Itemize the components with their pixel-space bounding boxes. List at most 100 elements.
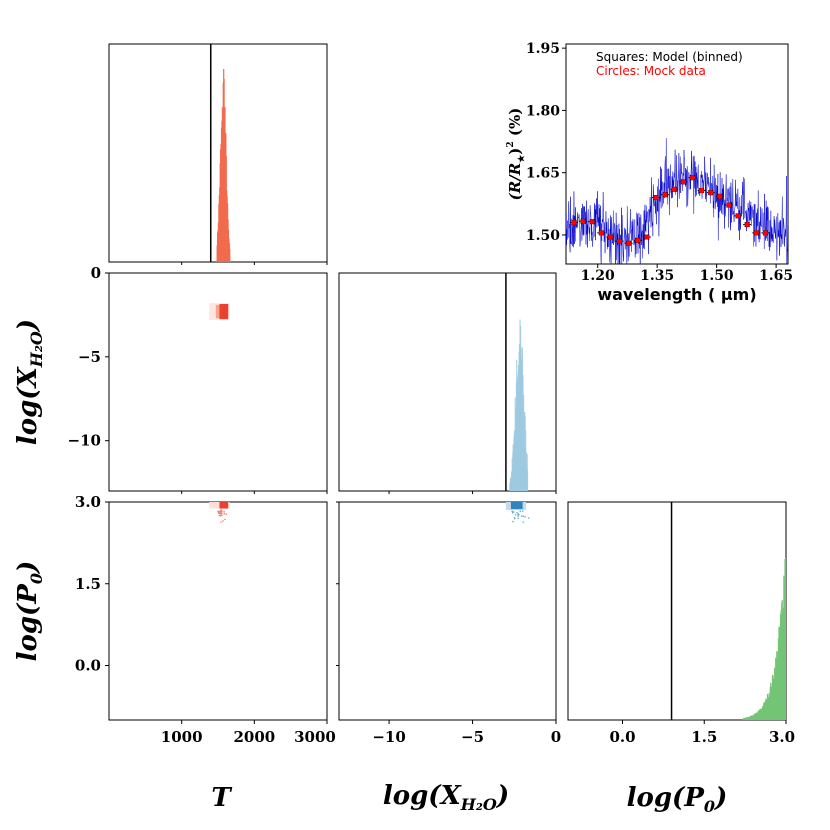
legend-model: Squares: Model (binned)	[596, 50, 743, 64]
y-tick-label: 1.95	[526, 41, 560, 57]
x-tick-label: −5	[461, 728, 484, 746]
y-tick-label: 0	[91, 264, 101, 282]
mock-data-point	[580, 218, 586, 224]
scatter-point	[221, 514, 223, 517]
scatter-point	[511, 510, 514, 513]
x-tick-label: 0.0	[609, 728, 635, 746]
logX-histogram	[505, 273, 529, 491]
mock-data-point	[735, 213, 741, 219]
scatter-point	[512, 520, 514, 523]
scatter-point	[220, 512, 223, 514]
logP-histogram	[670, 502, 786, 720]
svg-text:log(P0): log(P0)	[13, 561, 46, 662]
mock-data-point	[753, 230, 759, 236]
panel-spectrum	[565, 43, 789, 265]
scatter-point	[524, 516, 526, 518]
scatter-point	[220, 510, 223, 513]
mock-data-point	[626, 240, 632, 246]
scatter-point	[219, 512, 221, 515]
legend-data: Circles: Mock data	[596, 64, 706, 78]
mock-data-point	[698, 187, 705, 194]
x-label-logP: log(P0)	[627, 783, 728, 816]
scatter-point	[512, 511, 515, 513]
panel-logX-vs-logP	[338, 501, 557, 721]
y-tick-label: 1.80	[526, 103, 560, 119]
mock-data-point	[662, 192, 668, 198]
scatter-point	[517, 517, 519, 520]
scatter-point	[223, 510, 225, 513]
y-label-logX: log(XH₂O)	[13, 319, 46, 445]
scatter-point	[516, 511, 518, 514]
mock-data-point	[653, 194, 659, 201]
scatter-point	[514, 514, 517, 516]
scatter-point	[224, 518, 226, 521]
mock-data-point	[598, 230, 604, 236]
mock-data-point	[726, 202, 732, 208]
mock-data-point	[635, 237, 641, 243]
mock-data-point	[616, 238, 623, 244]
mock-data-point	[744, 221, 750, 228]
x-tick-label: 2000	[233, 728, 275, 746]
scatter-point	[218, 514, 221, 517]
x-label-T: T	[211, 783, 232, 813]
logX-logP-scatter	[505, 502, 530, 523]
density-core	[510, 502, 523, 510]
scatter-point	[519, 510, 522, 513]
mock-data-point	[607, 234, 614, 240]
svg-text:log(XH₂O): log(XH₂O)	[13, 319, 46, 445]
y-tick-label: 0.0	[75, 657, 101, 675]
histogram-bar	[229, 248, 231, 262]
x-tick-label: 1.35	[640, 268, 674, 284]
spectrum-y-label: (R/R★)2 (%)	[506, 108, 527, 201]
mock-data-point	[717, 193, 723, 199]
spectrum-plot	[566, 138, 788, 264]
model-spectrum-line	[566, 138, 788, 264]
scatter-point	[220, 521, 222, 523]
x-tick-label: 1.65	[759, 268, 793, 284]
scatter-point	[527, 517, 530, 519]
histogram-bar	[526, 470, 529, 491]
x-tick-label: 1000	[161, 728, 203, 746]
scatter-point	[517, 513, 519, 515]
scatter-point	[522, 521, 525, 523]
x-label-logX: log(XH₂O)	[383, 781, 509, 814]
tick-marks-and-labels: 0 −5 −10 3.0 1.5 0.0 1000 2000 3000 −10 −5 0 0.0 1.5 3…	[68, 41, 796, 746]
y-tick-label: 3.0	[75, 493, 101, 511]
T-logX-scatter	[209, 303, 230, 320]
mock-data-point	[589, 219, 595, 225]
mock-data-point	[680, 179, 686, 185]
mock-data-point	[708, 190, 714, 196]
histogram-bar	[784, 566, 786, 720]
T-histogram	[209, 44, 231, 262]
y-tick-label: −10	[68, 432, 101, 450]
T-logP-scatter	[209, 502, 230, 523]
panel-logX-marginal	[338, 272, 557, 492]
scatter-point	[222, 520, 224, 522]
x-tick-label: 1.5	[691, 728, 717, 746]
mock-data-point	[762, 230, 769, 236]
scatter-point	[219, 511, 222, 513]
scatter-point	[218, 511, 220, 513]
mock-data-point	[644, 234, 650, 240]
scatter-point	[514, 517, 516, 520]
y-tick-label: −5	[78, 348, 101, 366]
scatter-point	[223, 513, 226, 515]
panel-T-vs-logP	[108, 501, 328, 721]
mock-data-point	[689, 175, 696, 181]
x-tick-label: 0	[551, 728, 561, 746]
panel-logP-marginal	[567, 501, 787, 721]
scatter-point	[522, 515, 525, 517]
density-core	[219, 502, 229, 509]
y-label-logP: log(P0)	[13, 561, 46, 662]
histogram-bar	[785, 558, 786, 720]
x-tick-label: 1.20	[581, 268, 615, 284]
svg-text:(R/R★)2 (%): (R/R★)2 (%)	[506, 108, 527, 201]
x-tick-label: 3.0	[769, 728, 795, 746]
y-tick-label: 1.65	[526, 166, 560, 182]
y-tick-label: 1.50	[526, 228, 560, 244]
x-tick-label: 3000	[294, 728, 336, 746]
mock-data-point	[571, 219, 577, 226]
spectrum-x-label: wavelength ( μm)	[597, 285, 756, 304]
scatter-point	[220, 509, 222, 511]
